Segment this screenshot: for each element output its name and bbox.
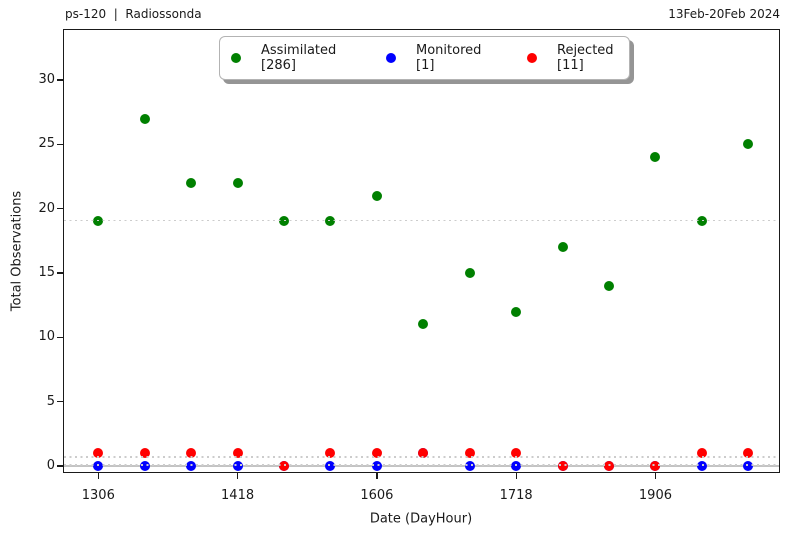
reference-line-monitored-mean [64, 464, 779, 466]
data-point-monitored [186, 461, 197, 471]
data-point-rejected [232, 448, 243, 459]
x-tick-mark [515, 473, 517, 479]
x-tick-label: 1718 [499, 488, 533, 503]
y-tick-mark [57, 207, 63, 210]
y-axis-label: Total Observations [9, 190, 25, 312]
data-point-assimilated [557, 242, 568, 253]
x-tick-label: 1306 [81, 488, 115, 503]
x-tick-mark [376, 473, 378, 479]
data-point-assimilated [418, 319, 429, 330]
legend-marker-rejected-icon [527, 53, 537, 63]
y-tick-mark [57, 465, 63, 467]
x-tick-mark [97, 473, 99, 479]
data-point-monitored [743, 461, 754, 471]
data-point-rejected [650, 461, 661, 471]
data-point-monitored [464, 461, 475, 471]
legend-count-rejected: [11] [557, 58, 584, 73]
y-tick-mark [57, 272, 63, 274]
legend-item-assimilated: Assimilated [286] [231, 37, 336, 79]
x-tick-mark [654, 473, 657, 479]
legend-count-assimilated: [286] [261, 58, 296, 73]
y-tick-label: 20 [38, 200, 55, 216]
x-axis-label: Date (DayHour) [369, 511, 473, 527]
legend-label-monitored: Monitored [416, 43, 482, 58]
data-point-monitored [139, 461, 150, 471]
plot-frame [63, 29, 780, 473]
data-point-assimilated [279, 216, 290, 227]
data-point-assimilated [511, 306, 522, 317]
x-tick-label: 1606 [360, 488, 394, 503]
legend-marker-assimilated-icon [231, 53, 241, 63]
data-point-monitored [371, 461, 382, 471]
data-point-rejected [139, 448, 150, 459]
y-tick-label: 15 [38, 264, 55, 280]
data-point-rejected [464, 448, 475, 459]
data-point-assimilated [325, 216, 336, 227]
data-point-rejected [279, 461, 290, 471]
data-point-monitored [325, 461, 336, 471]
legend-label-assimilated: Assimilated [261, 43, 337, 58]
data-point-assimilated [232, 177, 243, 188]
data-point-rejected [696, 448, 707, 459]
data-point-monitored [93, 461, 104, 471]
y-tick-label: 30 [38, 71, 55, 87]
x-tick-label: 1418 [221, 488, 255, 503]
legend-item-monitored: Monitored [1] [386, 37, 481, 79]
reference-line-zero-line [64, 465, 779, 467]
y-tick-mark [57, 336, 63, 338]
data-point-assimilated [93, 216, 104, 227]
data-point-assimilated [696, 216, 707, 227]
reference-line-assimilated-mean [64, 219, 779, 222]
data-point-rejected [371, 448, 382, 459]
data-point-rejected [418, 448, 429, 459]
y-tick-mark [57, 143, 63, 145]
x-tick-mark [236, 473, 239, 479]
y-tick-label: 0 [46, 458, 55, 473]
data-point-monitored [696, 461, 707, 471]
data-point-rejected [511, 448, 522, 459]
data-point-assimilated [139, 113, 150, 124]
data-point-rejected [325, 448, 336, 459]
reference-line-rejected-mean [64, 455, 779, 458]
y-tick-mark [57, 401, 63, 403]
y-tick-mark [57, 79, 63, 81]
x-tick-label: 1906 [638, 488, 672, 503]
data-point-assimilated [604, 280, 615, 291]
data-point-assimilated [650, 152, 661, 163]
chart-title-right: 13Feb-20Feb 2024 [668, 7, 780, 21]
data-point-assimilated [743, 139, 754, 150]
data-point-rejected [557, 461, 568, 471]
chart-title-left: ps-120 | Radiossonda [65, 7, 202, 21]
data-point-assimilated [464, 267, 475, 278]
data-point-assimilated [186, 177, 197, 188]
legend-item-rejected: Rejected [11] [527, 37, 614, 79]
data-point-monitored [232, 461, 243, 471]
legend: Assimilated [286] Monitored [1] Rejected… [219, 36, 630, 80]
legend-marker-monitored-icon [386, 53, 396, 63]
y-tick-label: 10 [38, 329, 55, 345]
data-point-rejected [604, 461, 615, 471]
data-point-rejected [93, 448, 104, 459]
data-point-monitored [511, 461, 522, 471]
data-point-assimilated [371, 190, 382, 201]
y-tick-label: 25 [38, 136, 55, 152]
legend-label-rejected: Rejected [557, 43, 614, 58]
legend-count-monitored: [1] [416, 58, 435, 73]
data-point-rejected [186, 448, 197, 459]
data-point-rejected [743, 448, 754, 459]
y-tick-label: 5 [46, 393, 55, 409]
